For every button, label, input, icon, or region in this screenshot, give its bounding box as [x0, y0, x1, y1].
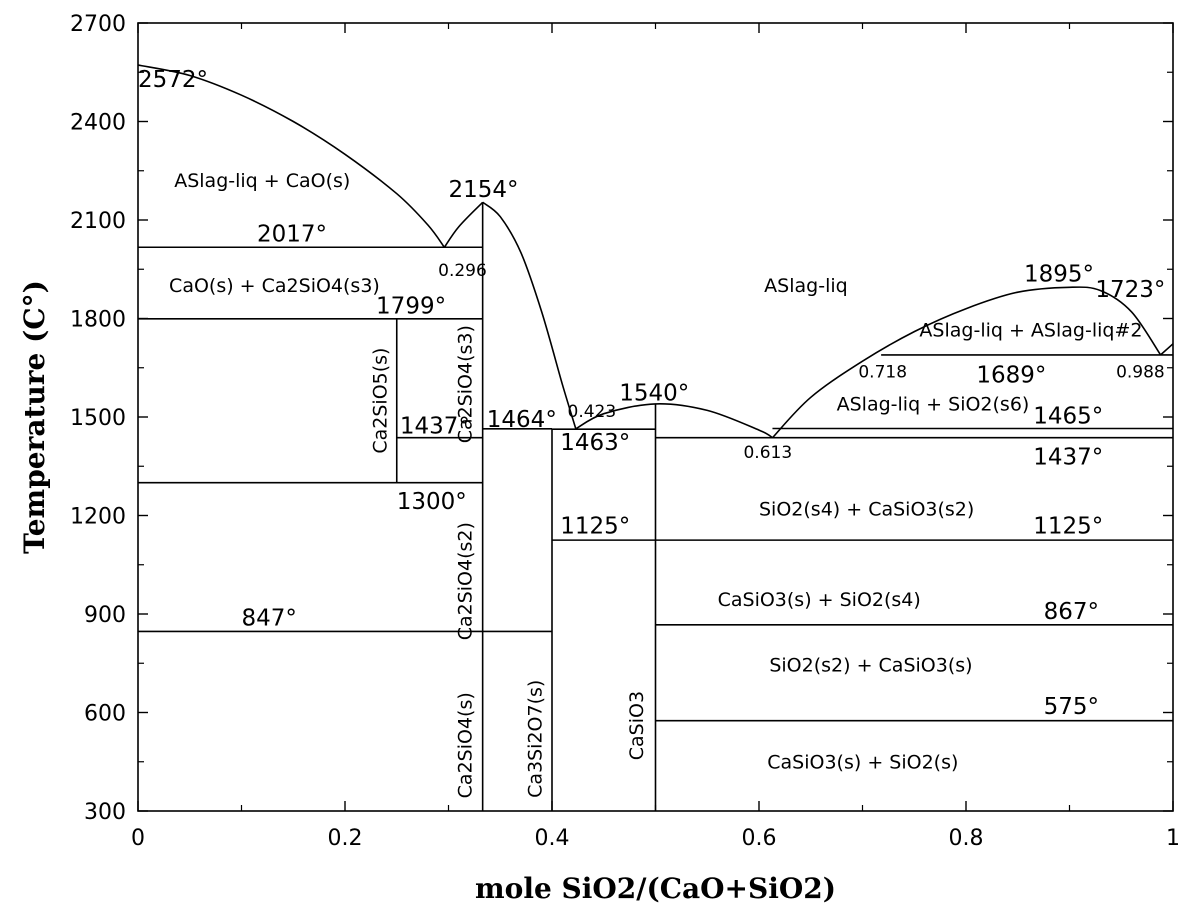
annotation-label: 0.423	[568, 402, 617, 422]
y-tick-label: 2400	[70, 111, 126, 136]
phase-region-label: ASlag-liq + ASlag-liq#2	[919, 320, 1142, 342]
x-axis-title: mole SiO2/(CaO+SiO2)	[475, 872, 836, 905]
compound-label: CaSiO3	[626, 691, 648, 760]
annotation-label: 2572°	[138, 67, 208, 93]
liquidus-curve-0	[137, 64, 446, 248]
plot-labels: 2572° 2154° 2017° 0.296 1799° 1437° 1464° 0.423…	[138, 67, 1165, 798]
liquidus-curve-1	[443, 201, 484, 248]
annotation-label: 0.718	[858, 363, 907, 383]
annotation-label: 1300°	[397, 489, 467, 515]
annotation-label: 867°	[1044, 599, 1099, 625]
y-tick-label: 2700	[70, 12, 126, 37]
phase-region-label: ASlag-liq + SiO2(s6)	[837, 393, 1030, 415]
annotation-label: 2154°	[449, 177, 519, 203]
annotation-label: 1463°	[560, 430, 630, 456]
annotation-label: 575°	[1044, 694, 1099, 720]
annotation-label: 1723°	[1095, 277, 1165, 303]
axes: 0 0.2 0.4 0.6 0.8 1 300 600 900 1200 1500 1800 2100 2…	[18, 12, 1180, 905]
annotation-label: 2017°	[257, 221, 327, 247]
annotation-label: 0.613	[743, 443, 792, 463]
y-tick-label: 2100	[70, 209, 126, 234]
phase-region-label: CaSiO3(s) + SiO2(s)	[767, 751, 958, 773]
annotation-label: 1799°	[376, 294, 446, 320]
y-axis-title: Temperature (C°)	[18, 280, 51, 554]
annotation-label: 1465°	[1033, 404, 1103, 430]
y-tick-label: 1200	[70, 505, 126, 530]
x-tick-label: 0.6	[742, 826, 777, 851]
y-tick-label: 300	[84, 800, 126, 825]
x-tick-label: 0.2	[328, 826, 363, 851]
x-tick-label: 1	[1166, 826, 1180, 851]
y-tick-label: 1500	[70, 406, 126, 431]
y-tick-label: 900	[84, 603, 126, 628]
x-tick-label: 0	[131, 826, 145, 851]
annotation-label: 1125°	[560, 514, 630, 540]
annotation-label: 1464°	[487, 407, 557, 433]
y-tick-label: 600	[84, 702, 126, 727]
y-tick-label: 1800	[70, 308, 126, 333]
phase-region-label: CaO(s) + Ca2SiO4(s3)	[169, 275, 380, 297]
annotation-label: 1125°	[1033, 514, 1103, 540]
liquidus-curve-3	[575, 403, 773, 439]
liquidus-curve-4	[771, 286, 1162, 439]
compound-label: Ca2SiO4(s3)	[454, 325, 476, 443]
annotation-label: 0.988	[1116, 363, 1165, 383]
phase-region-label: ASlag-liq + CaO(s)	[174, 170, 350, 192]
compound-label: Ca2SiO5(s)	[369, 348, 391, 454]
annotation-label: 1437°	[1033, 445, 1103, 471]
compound-label: Ca2SiO4(s2)	[454, 522, 476, 640]
liquidus-curve-2	[482, 201, 577, 430]
x-tick-label: 0.4	[535, 826, 570, 851]
annotation-label: 1895°	[1024, 261, 1094, 287]
annotation-label: 1540°	[619, 381, 689, 407]
plot-marks	[137, 64, 1174, 811]
x-tick-label: 0.8	[949, 826, 984, 851]
compound-label: Ca2SiO4(s)	[454, 692, 476, 798]
annotation-label: 0.296	[438, 261, 487, 281]
compound-label: Ca3Si2O7(s)	[525, 680, 547, 798]
phase-region-label: CaSiO3(s) + SiO2(s4)	[718, 589, 921, 611]
annotation-label: 1689°	[976, 363, 1046, 389]
annotation-label: 847°	[242, 605, 297, 631]
phase-region-label: ASlag-liq	[764, 275, 848, 297]
annotation-label: 1437°	[400, 413, 470, 439]
phase-region-label: SiO2(s2) + CaSiO3(s)	[769, 654, 972, 676]
phase-region-label: SiO2(s4) + CaSiO3(s2)	[759, 499, 974, 521]
liquidus-curve-5	[1160, 343, 1174, 356]
